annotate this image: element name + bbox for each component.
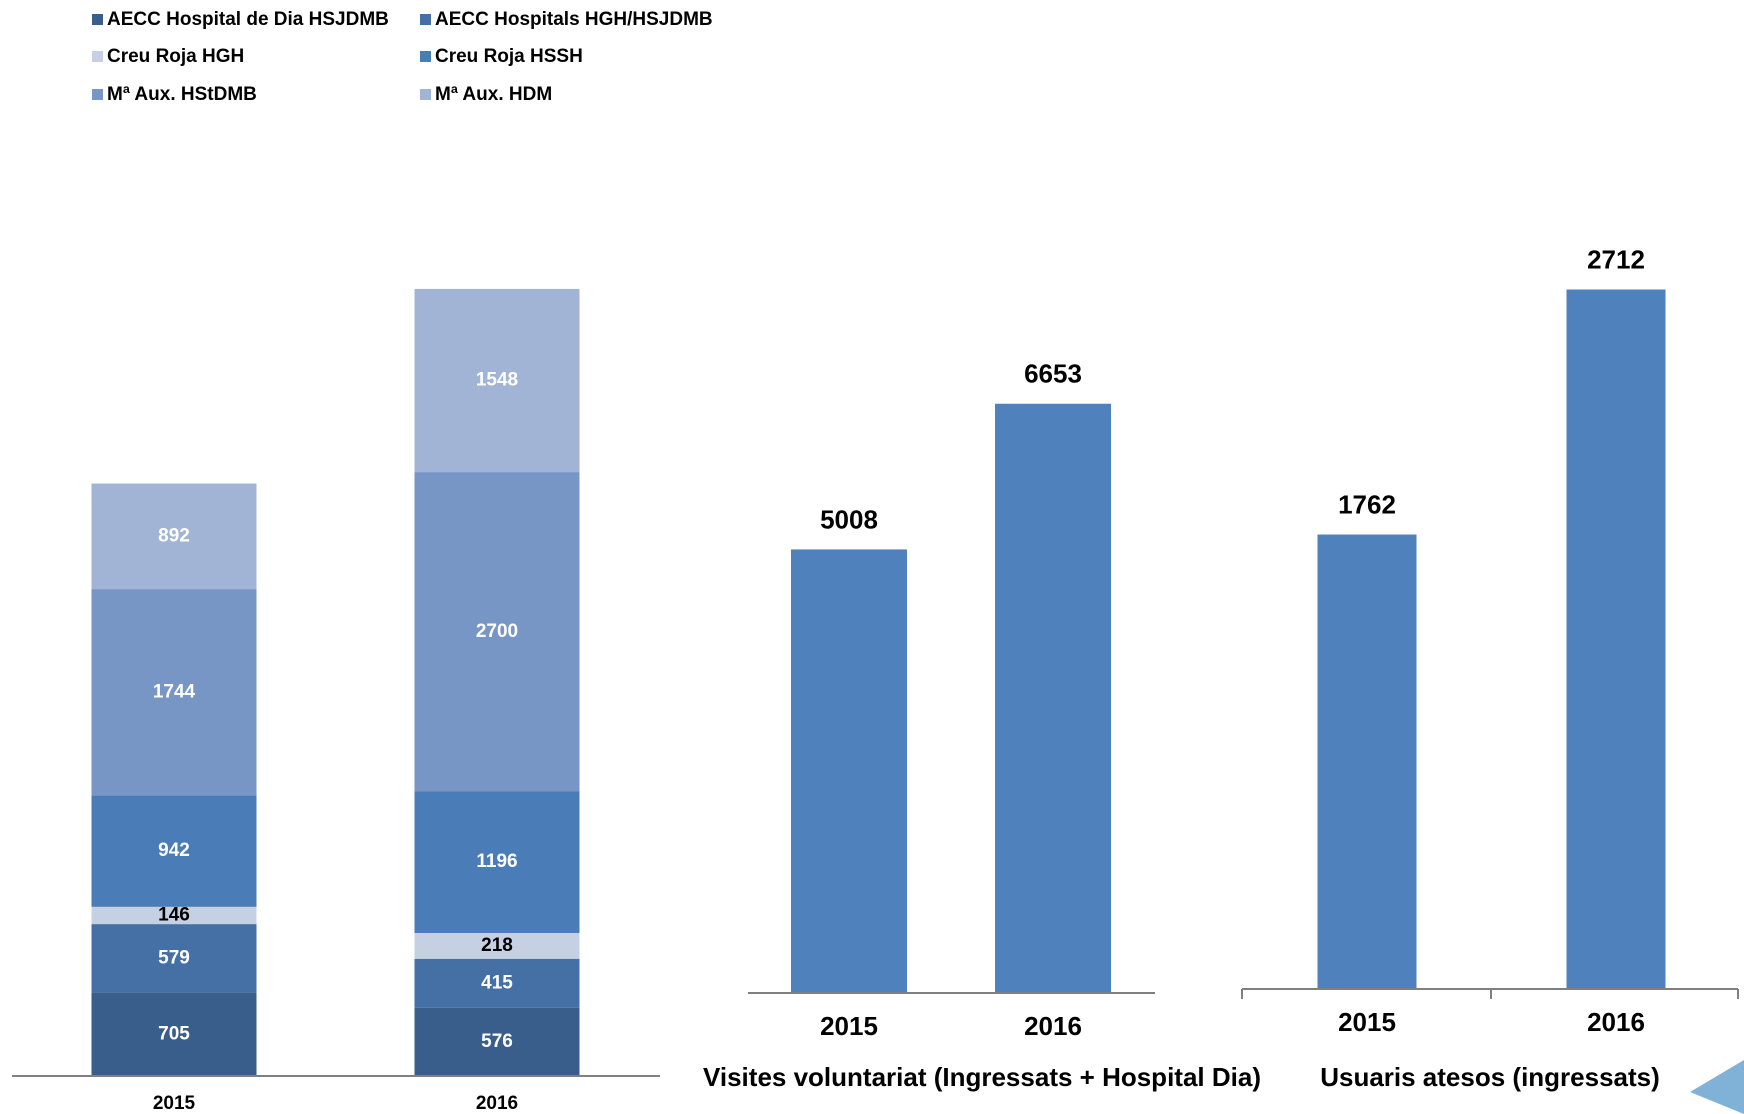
legend-swatch-4 — [92, 89, 103, 100]
visites-bar-chart: 5008 2015 6653 2016 Visites voluntariat (Ing… — [703, 359, 1261, 1092]
bar-segment-2015-4 — [91, 589, 257, 796]
segment-value-label: 892 — [158, 525, 190, 546]
segment-value-label: 415 — [481, 972, 513, 993]
x-tick-label-2016: 2016 — [1024, 1011, 1082, 1041]
segment-value-label: 218 — [481, 935, 513, 956]
segment-value-label: 2700 — [476, 621, 518, 642]
bar-segment-2016-4 — [414, 472, 580, 792]
stacked-bar-chart: 705 579 146 942 1744 892 2015 576 415 218 1196 2700… — [12, 288, 660, 1114]
segment-value-label: 146 — [158, 904, 190, 925]
legend-label-3: Creu Roja HSSH — [435, 46, 583, 67]
usuaris-bar-chart: 1762 2015 2712 2016 Usuaris atesos (ingressa… — [1241, 244, 1739, 1092]
legend-label-0: AECC Hospital de Dia HSJDMB — [107, 9, 389, 30]
corner-arrow-icon[interactable] — [1690, 1060, 1744, 1114]
stacked-chart-legend: AECC Hospital de Dia HSJDMB AECC Hospital… — [92, 9, 713, 105]
bar-segment-2016-0 — [414, 1007, 580, 1076]
bar-segment-2015-1 — [91, 924, 257, 993]
segment-value-label: 1744 — [153, 681, 196, 702]
segment-value-label: 576 — [481, 1031, 513, 1052]
legend-swatch-5 — [420, 89, 431, 100]
bar-segment-2015-3 — [91, 795, 257, 907]
bar-segment-2016-3 — [414, 791, 580, 933]
bar-segment-2016-5 — [414, 288, 580, 473]
bar-segment-2016-2 — [414, 932, 580, 959]
segment-value-label: 705 — [158, 1023, 190, 1044]
legend-swatch-3 — [420, 51, 431, 62]
x-tick-label-2016: 2016 — [1587, 1007, 1645, 1037]
segment-value-label: 1548 — [476, 370, 518, 391]
x-tick-label-2016: 2016 — [476, 1093, 518, 1114]
x-tick-label-2015: 2015 — [153, 1093, 196, 1114]
bar-value-label: 6653 — [1024, 359, 1082, 389]
x-tick-label-2015: 2015 — [1338, 1007, 1396, 1037]
x-axis-label: Visites voluntariat (Ingressats + Hospit… — [703, 1062, 1261, 1092]
bar-2015 — [1317, 534, 1417, 989]
bar-value-label: 2712 — [1587, 244, 1645, 274]
bar-segment-2016-1 — [414, 958, 580, 1008]
legend-swatch-2 — [92, 51, 103, 62]
bar-2016 — [995, 403, 1111, 994]
segment-value-label: 579 — [158, 947, 190, 968]
bar-segment-2015-2 — [91, 906, 257, 925]
x-tick-label-2015: 2015 — [820, 1011, 878, 1041]
bar-segment-2015-5 — [91, 483, 257, 590]
legend-label-5: Mª Aux. HDM — [435, 84, 552, 105]
bar-2016 — [1566, 289, 1666, 989]
bar-value-label: 1762 — [1338, 489, 1396, 519]
bar-value-label: 5008 — [820, 504, 878, 534]
legend-swatch-1 — [420, 14, 431, 25]
legend-label-1: AECC Hospitals HGH/HSJDMB — [435, 9, 713, 30]
legend-swatch-0 — [92, 14, 103, 25]
legend-label-4: Mª Aux. HStDMB — [107, 84, 257, 105]
bar-2015 — [791, 549, 907, 993]
x-axis-label: Usuaris atesos (ingressats) — [1320, 1062, 1660, 1092]
legend-label-2: Creu Roja HGH — [107, 46, 244, 67]
bar-segment-2015-0 — [91, 992, 257, 1076]
segment-value-label: 1196 — [476, 851, 517, 872]
segment-value-label: 942 — [158, 840, 190, 861]
